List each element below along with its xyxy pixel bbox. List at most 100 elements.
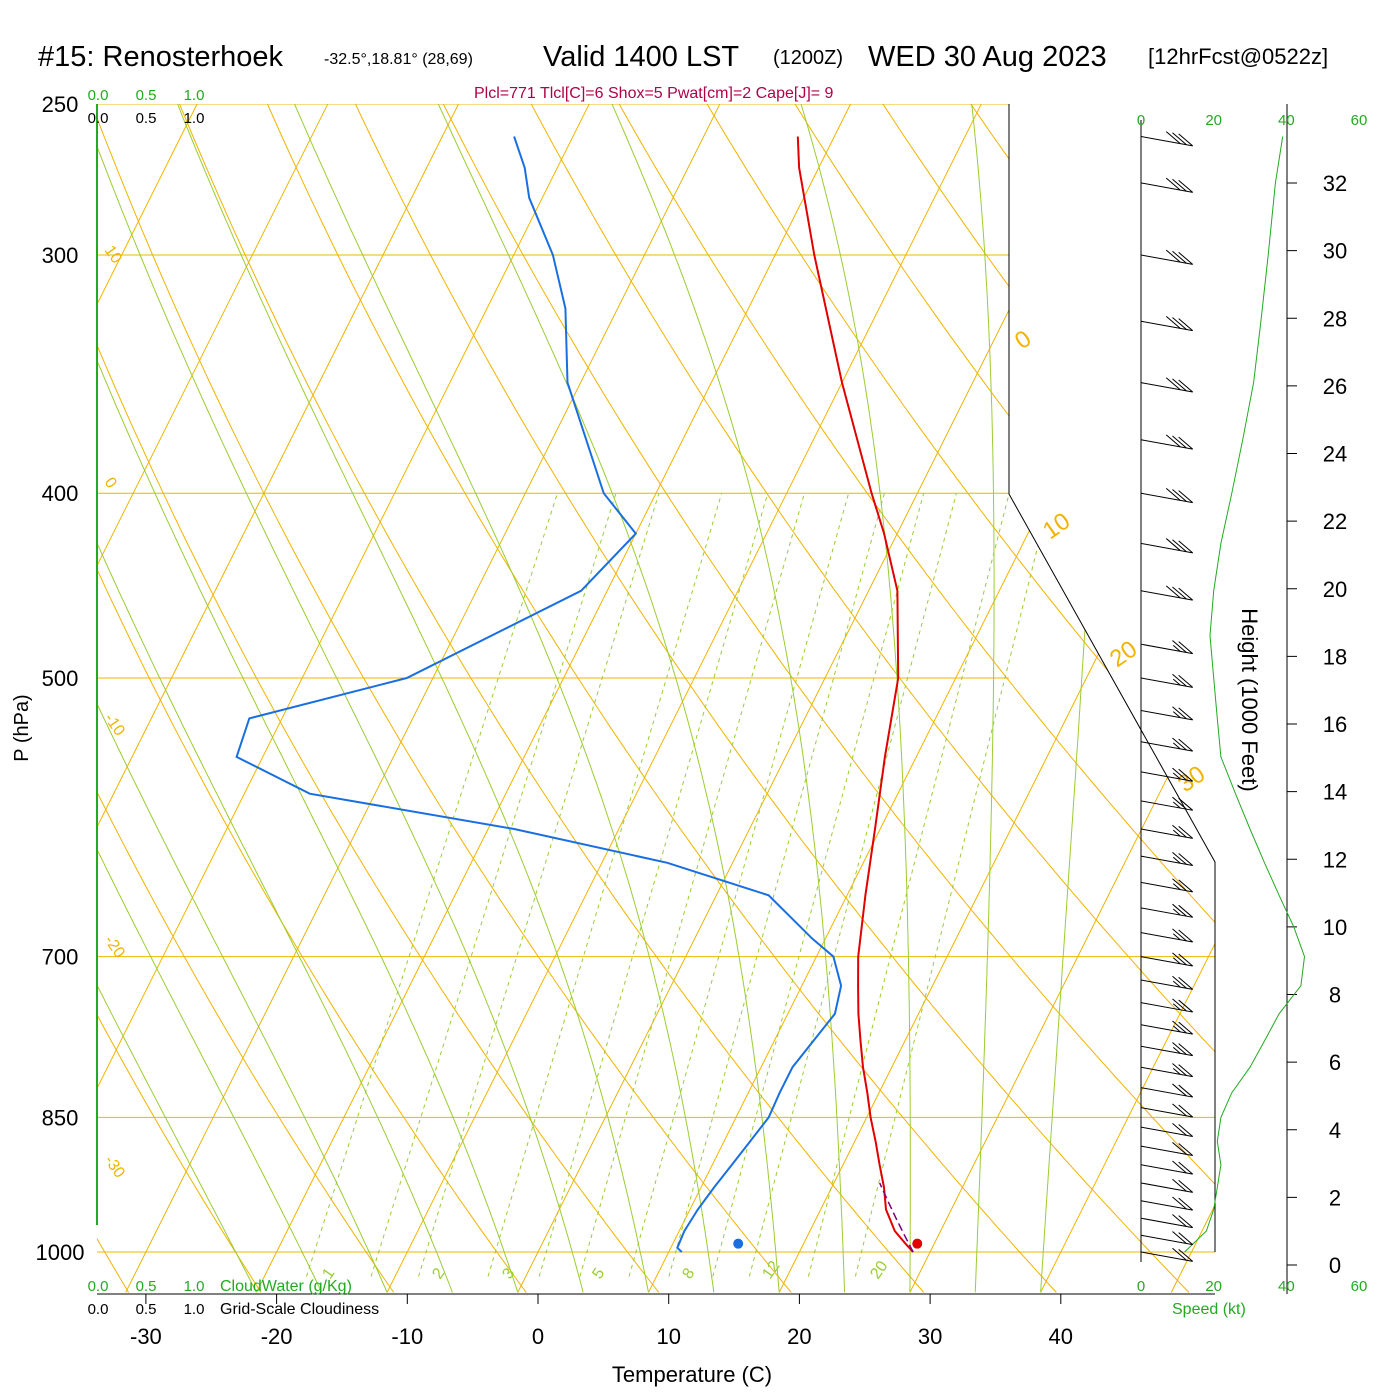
wind-barb [1140,903,1194,918]
wind-barb [1140,1160,1194,1175]
y-axis-title: P (hPa) [11,694,33,761]
wind-barb-staff [1140,956,1193,967]
valid-date: WED 30 Aug 2023 [868,41,1107,73]
wind-barb [1140,1178,1194,1193]
wind-barb-staff [1140,907,1193,918]
moist-adiabat-line [596,104,845,1293]
wind-barb-flag [1178,999,1194,1013]
wind-barb-flag [1172,539,1187,553]
dry-adiabat-line [599,104,1215,1293]
wind-barb-staff [1140,1234,1193,1246]
isotherm-line [1040,104,1215,1293]
height-tick-label: 24 [1323,442,1347,467]
pressure-tick-label: 250 [42,92,79,117]
wind-barb-flag [1178,1215,1194,1228]
wind-barb-flag [1172,737,1187,751]
temperature-profile [796,136,914,1253]
cloudiness-tick-top: 0.5 [136,110,157,127]
wind-barb [1140,796,1194,811]
dry-adiabat-line [252,104,1057,1293]
sounding-indices: Plcl=771 Tlcl[C]=6 Shox=5 Pwat[cm]=2 Cap… [474,85,834,102]
wind-barb-flag [1172,1247,1187,1261]
wind-barb-staff [1140,254,1193,265]
wind-barb-flag [1178,797,1194,811]
wind-barb-flag [1165,131,1181,145]
dry-adiabat-line [773,104,1215,1293]
wind-barb-staff [1140,677,1193,688]
height-tick-label: 22 [1323,509,1347,534]
station-coords: -32.5°,18.81° (28,69) [324,51,473,68]
wind-barb-flag [1178,953,1194,967]
mixing-ratio-label: 20 [867,1258,891,1282]
wind-barb [1140,975,1194,990]
moist-adiabat-line [163,104,649,1293]
cloudiness-tick-bottom: 1.0 [184,1301,205,1318]
wind-barb [1140,1103,1194,1118]
wind-barb-staff [1140,828,1193,839]
wind-barb-flag [1172,378,1187,392]
surface-temperature-dot [912,1238,923,1249]
wind-barb [1140,249,1194,265]
wind-barb-flag [1165,249,1181,263]
wind-barb-staff [1140,492,1193,504]
wind-barb-flag [1178,879,1194,893]
isotherm-line [97,104,215,1293]
wind-barb-staff [1140,1107,1193,1118]
dry-adiabat-line [512,104,1215,1293]
wind-barb-flag [1172,1042,1187,1055]
wind-barb-staff [1140,439,1193,450]
wind-barb-staff [1140,1251,1193,1262]
dry-adiabat-line [426,104,1215,1293]
wind-barb-half-flag [1172,908,1181,916]
wind-barb-flag [1178,540,1194,554]
wind-barb [1140,737,1194,752]
isotherm-line [97,104,476,1293]
isotherm-line [97,104,346,1293]
wind-barb-staff [1140,1045,1193,1057]
pressure-tick-label: 700 [42,945,79,970]
valid-time: Valid 1400 LST [543,41,739,73]
background-clip-group [97,70,1400,1293]
wind-barb-flag [1172,673,1187,687]
x-tick-label: 20 [787,1324,811,1349]
wind-barb-flag [1172,878,1187,892]
cloud-water-tick-bottom: 1.0 [184,1278,205,1295]
wind-barb-flag [1172,1178,1187,1192]
wind-barb [1140,878,1194,893]
cloudiness-label: Grid-Scale Cloudiness [220,1301,379,1318]
wind-barb-staff [1140,1182,1193,1193]
wind-barb-flag [1178,379,1194,393]
wind-barb-staff [1140,542,1193,554]
isotherm-line [125,104,738,1293]
mixing-ratio-line [306,493,558,1277]
cloud-water-label: CloudWater (g/Kg) [220,1278,352,1295]
x-tick-label: 10 [656,1324,680,1349]
wind-barb-flag [1172,1063,1187,1076]
wind-barb-flag [1172,1142,1187,1155]
speed-tick-bottom: 60 [1351,1278,1368,1295]
x-axis-title: Temperature (C) [612,1362,772,1387]
wind-barb-flag [1172,824,1187,838]
height-tick-label: 0 [1329,1253,1341,1278]
wind-barb-flag [1165,487,1181,501]
wind-barb-staff [1140,881,1193,893]
cloudiness-tick-bottom: 0.0 [88,1301,109,1318]
wind-barb-flag [1178,853,1194,866]
height-tick-label: 28 [1323,306,1347,331]
wind-barb-flag [1165,377,1181,391]
wind-barb-flag [1172,1083,1187,1097]
wind-barb [1140,1247,1194,1262]
wind-barb-flag [1178,1043,1194,1057]
wind-barb-flag [1172,998,1187,1012]
dry-adiabat-line [1382,70,1400,1292]
wind-barb-flag [1165,316,1181,329]
wind-barb-half-flag [1172,644,1181,652]
wind-barb [1140,852,1194,867]
isotherm-label-right: 30 [1173,760,1210,797]
wind-barb-flag [1178,436,1194,450]
isotherm-label-right: 10 [1038,507,1075,544]
dry-adiabat-line [97,104,527,1293]
moist-adiabat-line [790,104,911,1293]
height-tick-label: 8 [1329,983,1341,1008]
pressure-tick-label: 500 [42,666,79,691]
